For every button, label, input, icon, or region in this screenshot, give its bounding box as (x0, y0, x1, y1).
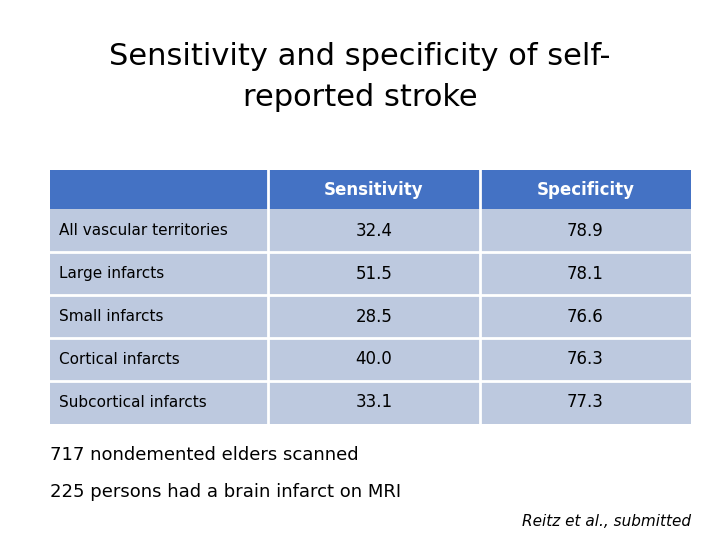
Text: 78.9: 78.9 (567, 221, 604, 240)
Text: Cortical infarcts: Cortical infarcts (59, 352, 180, 367)
Text: 40.0: 40.0 (356, 350, 392, 368)
Text: 76.3: 76.3 (567, 350, 604, 368)
Text: reported stroke: reported stroke (243, 83, 477, 112)
Text: Specificity: Specificity (536, 180, 634, 199)
Bar (50, 295, 269, 338)
Text: 51.5: 51.5 (356, 265, 392, 282)
Bar (50, 252, 269, 295)
Text: 28.5: 28.5 (356, 307, 392, 326)
Text: 78.1: 78.1 (567, 265, 604, 282)
Bar (50, 209, 269, 252)
Text: Large infarcts: Large infarcts (59, 266, 164, 281)
Bar (50, 170, 269, 209)
Text: 76.6: 76.6 (567, 307, 604, 326)
Bar (269, 381, 480, 424)
Bar (269, 295, 480, 338)
Text: 33.1: 33.1 (356, 394, 392, 411)
Bar (480, 209, 691, 252)
Text: Reitz et al., submitted: Reitz et al., submitted (522, 514, 691, 529)
Bar (480, 295, 691, 338)
Bar (50, 338, 269, 381)
Bar (480, 381, 691, 424)
Bar (480, 338, 691, 381)
Text: Sensitivity: Sensitivity (324, 180, 424, 199)
Bar (269, 338, 480, 381)
Text: 77.3: 77.3 (567, 394, 604, 411)
Bar (50, 381, 269, 424)
Bar (269, 170, 480, 209)
Bar (480, 252, 691, 295)
Text: Sensitivity and specificity of self-: Sensitivity and specificity of self- (109, 42, 611, 71)
Text: All vascular territories: All vascular territories (59, 223, 228, 238)
Text: Small infarcts: Small infarcts (59, 309, 163, 324)
Text: 225 persons had a brain infarct on MRI: 225 persons had a brain infarct on MRI (50, 483, 402, 501)
Text: 717 nondemented elders scanned: 717 nondemented elders scanned (50, 446, 359, 463)
Bar (480, 170, 691, 209)
Bar (269, 209, 480, 252)
Text: 32.4: 32.4 (356, 221, 392, 240)
Text: Subcortical infarcts: Subcortical infarcts (59, 395, 207, 410)
Bar (269, 252, 480, 295)
